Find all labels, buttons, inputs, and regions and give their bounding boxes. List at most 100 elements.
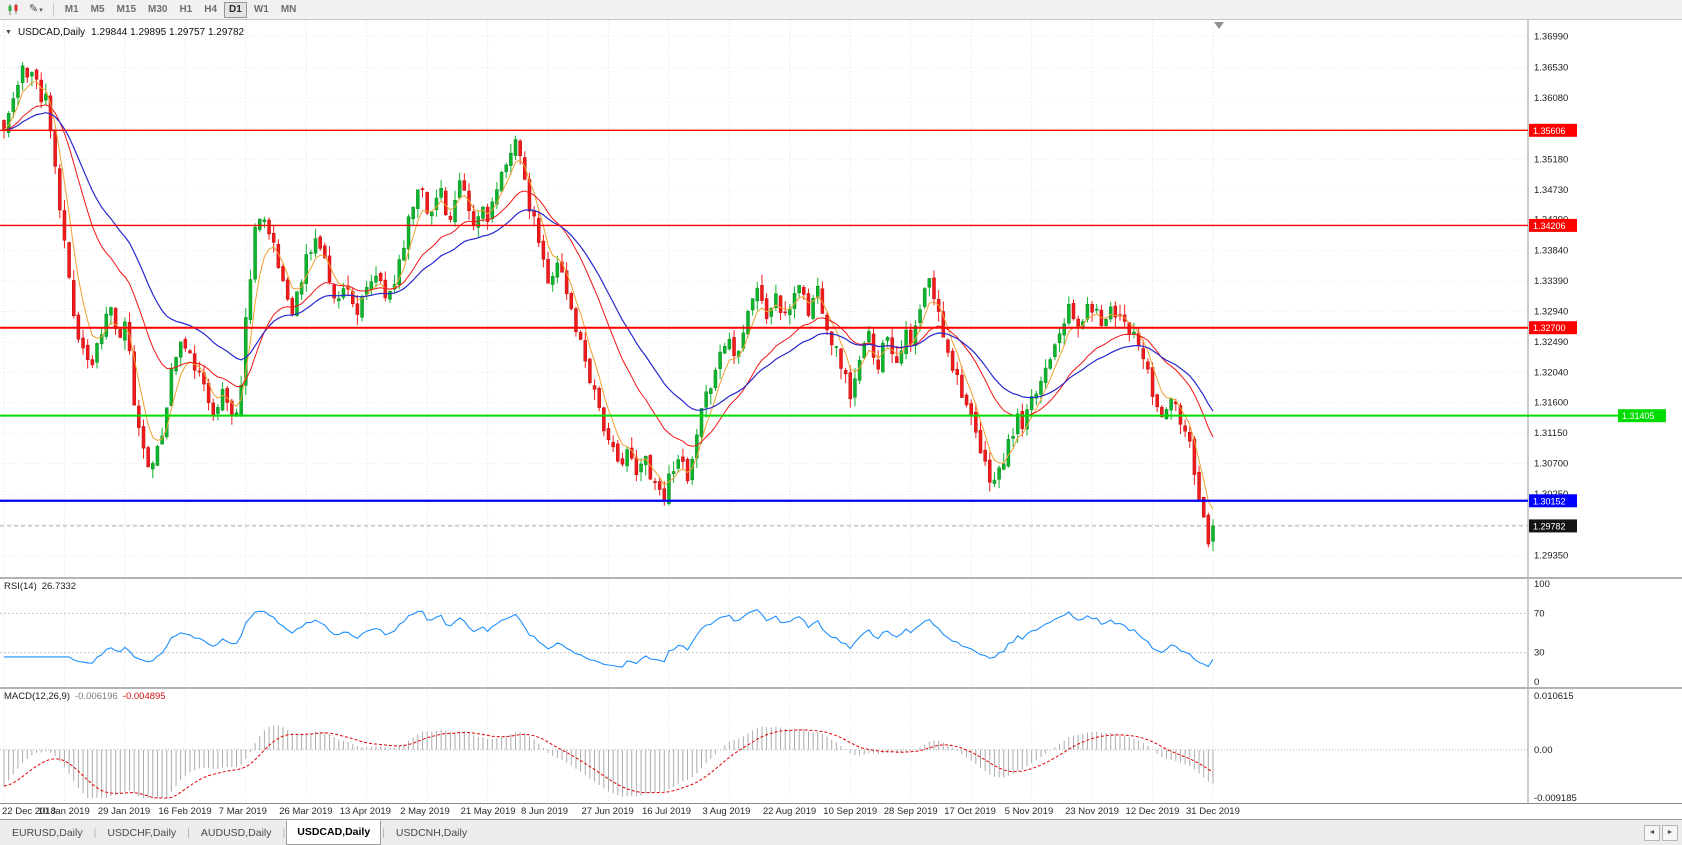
svg-text:0.010615: 0.010615	[1534, 691, 1574, 702]
svg-text:0.00: 0.00	[1534, 745, 1553, 756]
svg-text:-0.009185: -0.009185	[1534, 793, 1577, 803]
date-label: 16 Jul 2019	[641, 806, 692, 817]
svg-text:1.33840: 1.33840	[1534, 245, 1568, 256]
svg-text:1.32700: 1.32700	[1533, 323, 1566, 333]
svg-text:1.34206: 1.34206	[1533, 221, 1566, 231]
timeframe-button-m5[interactable]: M5	[90, 3, 105, 15]
svg-text:1.30700: 1.30700	[1534, 459, 1568, 470]
timeframe-button-mn[interactable]: MN	[280, 3, 297, 15]
svg-text:1.29782: 1.29782	[1533, 521, 1566, 531]
panel-splitter[interactable]	[0, 577, 1682, 579]
main-chart-panel[interactable]: 1.369901.365301.360801.356301.351801.347…	[0, 20, 1682, 577]
timeframe-buttons: M1 M5 M15 M30 H1 H4 D1 W1 MN	[60, 1, 302, 18]
timeframe-button-m15[interactable]: M15	[116, 3, 136, 15]
ma-fast-orange-line	[3, 80, 1214, 510]
svg-text:100: 100	[1534, 579, 1550, 590]
chart-shift-marker	[1214, 22, 1224, 29]
timeframe-button-h1[interactable]: H1	[179, 3, 193, 15]
svg-text:1.36530: 1.36530	[1534, 63, 1568, 74]
toolbar: ✎ ▾ M1 M5 M15 M30 H1 H4 D1 W1 MN	[0, 0, 1682, 20]
date-label: 3 Aug 2019	[702, 806, 751, 817]
svg-text:1.30152: 1.30152	[1533, 496, 1566, 506]
svg-text:1.31405: 1.31405	[1622, 411, 1655, 421]
current-price-badge	[1529, 519, 1577, 533]
date-label: 16 Feb 2019	[158, 806, 212, 817]
chevron-down-icon: ▾	[39, 6, 43, 14]
chart-tab-eurusd[interactable]: EURUSD,Daily	[12, 826, 83, 839]
rsi-canvas[interactable]: 100 70 30 0	[0, 579, 1682, 687]
date-label: 23 Nov 2019	[1065, 806, 1119, 817]
date-label: 29 Jan 2019	[97, 806, 151, 817]
date-label: 22 Dec 2018	[2, 806, 56, 817]
main-chart-canvas[interactable]: 1.369901.365301.360801.356301.351801.347…	[0, 20, 1682, 577]
svg-text:1.33390: 1.33390	[1534, 276, 1568, 287]
timeframe-button-m30[interactable]: M30	[148, 3, 168, 15]
chart-tab-usdchf[interactable]: USDCHF,Daily	[107, 826, 177, 839]
svg-text:70: 70	[1534, 608, 1545, 619]
tab-separator: |	[282, 826, 286, 839]
price-line-badge	[1618, 409, 1666, 423]
svg-text:1.36990: 1.36990	[1534, 31, 1568, 42]
rsi-panel[interactable]: 100 70 30 0 RSI(14) 26.7332	[0, 579, 1682, 687]
svg-text:0: 0	[1534, 677, 1539, 687]
date-label: 10 Sep 2019	[823, 806, 878, 817]
date-label: 22 Aug 2019	[762, 806, 817, 817]
chart-tab-usdcad[interactable]: USDCAD,Daily	[286, 819, 382, 845]
rsi-line	[4, 609, 1214, 668]
tab-separator: |	[187, 826, 190, 839]
tab-scroll-right-button[interactable]: ►	[1662, 824, 1678, 841]
svg-text:1.36080: 1.36080	[1534, 93, 1568, 104]
draw-tools-button[interactable]: ✎ ▾	[25, 1, 47, 18]
date-label: 26 Mar 2019	[279, 806, 333, 817]
macd-histogram	[3, 725, 1214, 798]
svg-text:1.35180: 1.35180	[1534, 154, 1568, 165]
macd-signal-line	[3, 729, 1214, 799]
timeframe-button-h4[interactable]: H4	[204, 3, 218, 15]
svg-text:1.32490: 1.32490	[1534, 337, 1568, 348]
macd-panel[interactable]: 0.010615 0.00 -0.009185 MACD(12,26,9) -0.0…	[0, 689, 1682, 803]
chart-tabs-bar: EURUSD,Daily | USDCHF,Daily | AUDUSD,Daily | U…	[0, 819, 1682, 845]
date-label: 12 Dec 2019	[1125, 806, 1180, 817]
panel-splitter[interactable]	[0, 687, 1682, 689]
chart-type-button[interactable]	[3, 1, 25, 18]
date-axis[interactable]: 22 Dec 2018 10 Jan 2019 29 Jan 2019 16 Feb …	[0, 803, 1682, 819]
pencil-icon: ✎	[29, 3, 39, 15]
chart-tabs-list: EURUSD,Daily | USDCHF,Daily | AUDUSD,Daily | U…	[2, 819, 477, 845]
date-label: 17 Oct 2019	[944, 806, 996, 817]
one-click-trading-arrow-icon[interactable]: ▼	[5, 29, 12, 36]
date-label: 5 Nov 2019	[1004, 806, 1054, 817]
ma-slow-blue-line	[3, 112, 1214, 412]
date-label: 21 May 2019	[460, 806, 516, 817]
svg-text:1.34730: 1.34730	[1534, 185, 1568, 196]
svg-text:1.32940: 1.32940	[1534, 306, 1568, 317]
macd-canvas[interactable]: 0.010615 0.00 -0.009185	[0, 689, 1682, 803]
date-label: 10 Jan 2019	[37, 806, 90, 817]
svg-text:30: 30	[1534, 648, 1545, 659]
svg-text:1.31600: 1.31600	[1534, 397, 1568, 408]
candles-layer	[2, 62, 1215, 552]
price-line-badge	[1529, 123, 1577, 137]
date-label: 2 May 2019	[400, 806, 450, 817]
tab-separator: |	[93, 826, 97, 839]
tab-scroll-controls: ◄ ►	[1644, 820, 1680, 845]
date-label: 13 Apr 2019	[339, 806, 391, 817]
chart-tab-audusd[interactable]: AUDUSD,Daily	[200, 826, 272, 839]
price-line-badge	[1529, 494, 1577, 508]
tab-separator: |	[382, 826, 385, 839]
timeframe-button-d1[interactable]: D1	[224, 1, 247, 18]
svg-text:1.35606: 1.35606	[1533, 126, 1566, 136]
timeframe-button-m1[interactable]: M1	[64, 3, 79, 15]
candlestick-chart-icon	[8, 3, 18, 15]
svg-text:1.29350: 1.29350	[1534, 550, 1568, 561]
ma-mid-red-line	[3, 104, 1214, 447]
chart-tab-usdcnh[interactable]: USDCNH,Daily	[395, 826, 468, 839]
tab-scroll-left-button[interactable]: ◄	[1644, 824, 1660, 841]
svg-text:1.32040: 1.32040	[1534, 368, 1568, 379]
date-label: 28 Sep 2019	[883, 806, 938, 817]
price-line-badge	[1529, 321, 1577, 335]
price-line-badge	[1529, 218, 1577, 232]
toolbar-separator	[52, 2, 54, 17]
timeframe-button-w1[interactable]: W1	[253, 3, 269, 15]
date-label: 27 Jun 2019	[581, 806, 634, 817]
